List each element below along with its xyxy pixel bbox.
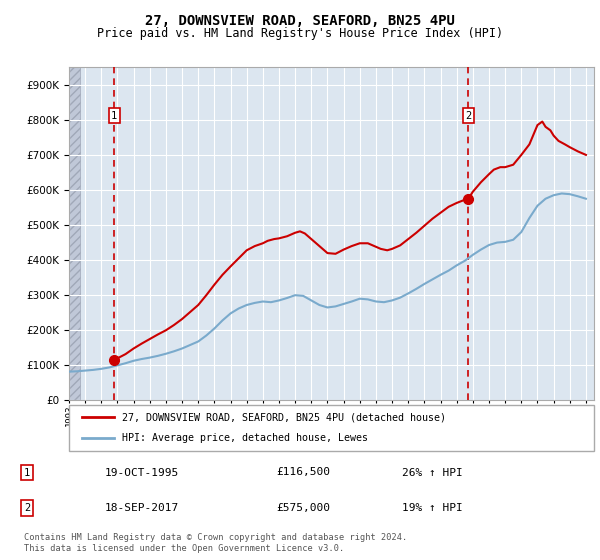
Text: 1: 1 — [111, 110, 118, 120]
Text: 2: 2 — [24, 503, 30, 513]
Text: Contains HM Land Registry data © Crown copyright and database right 2024.
This d: Contains HM Land Registry data © Crown c… — [24, 533, 407, 553]
Text: £575,000: £575,000 — [276, 503, 330, 513]
Text: Price paid vs. HM Land Registry's House Price Index (HPI): Price paid vs. HM Land Registry's House … — [97, 27, 503, 40]
Text: 1: 1 — [24, 468, 30, 478]
Text: £116,500: £116,500 — [276, 468, 330, 478]
Text: 18-SEP-2017: 18-SEP-2017 — [105, 503, 179, 513]
Text: 19-OCT-1995: 19-OCT-1995 — [105, 468, 179, 478]
Text: 2: 2 — [465, 110, 472, 120]
Text: 27, DOWNSVIEW ROAD, SEAFORD, BN25 4PU (detached house): 27, DOWNSVIEW ROAD, SEAFORD, BN25 4PU (d… — [121, 412, 445, 422]
Text: 19% ↑ HPI: 19% ↑ HPI — [402, 503, 463, 513]
Text: 26% ↑ HPI: 26% ↑ HPI — [402, 468, 463, 478]
Text: 27, DOWNSVIEW ROAD, SEAFORD, BN25 4PU: 27, DOWNSVIEW ROAD, SEAFORD, BN25 4PU — [145, 14, 455, 28]
Text: HPI: Average price, detached house, Lewes: HPI: Average price, detached house, Lewe… — [121, 433, 367, 444]
FancyBboxPatch shape — [69, 405, 594, 451]
Bar — [69, 67, 80, 400]
